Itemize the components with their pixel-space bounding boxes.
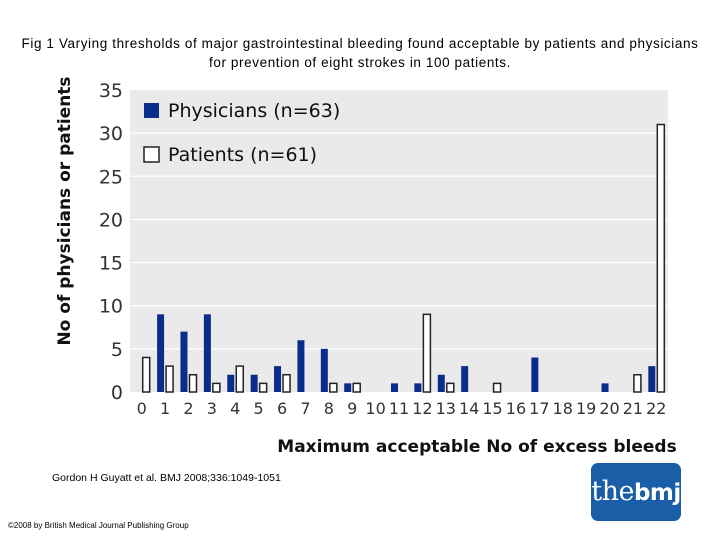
bar-patients [282, 373, 291, 393]
bar-patients [188, 373, 198, 393]
x-tick-label: 18 [553, 399, 573, 418]
legend-label-physicians: Physicians (n=63) [168, 100, 340, 122]
bar-patients [141, 356, 151, 393]
legend-swatch-patients [143, 146, 160, 163]
bar-physicians [157, 314, 165, 392]
x-tick-label: 22 [646, 399, 666, 418]
y-tick-label: 15 [99, 253, 123, 275]
bar-patients [212, 382, 221, 393]
citation-text: Gordon H Guyatt et al. BMJ 2008;336:1049… [52, 472, 281, 484]
x-tick-label: 4 [230, 399, 240, 418]
bar-patients [422, 313, 432, 393]
bar-patients [633, 373, 642, 393]
y-tick-label: 5 [111, 339, 123, 361]
x-tick-label: 1 [160, 399, 170, 418]
y-tick-label: 0 [111, 382, 123, 404]
x-tick-label: 8 [324, 399, 334, 418]
x-tick-label: 21 [623, 399, 643, 418]
bar-patients [165, 365, 174, 393]
x-tick-label: 2 [183, 399, 193, 418]
bar-physicians [601, 383, 609, 392]
x-axis-label: Maximum acceptable No of excess bleeds [277, 437, 676, 457]
bars [141, 123, 666, 393]
bmj-logo: thebmj [591, 463, 681, 521]
x-tick-label: 17 [529, 399, 549, 418]
x-tick-label: 12 [412, 399, 432, 418]
bar-physicians [250, 374, 258, 392]
bar-patients [492, 382, 502, 393]
bar-patients [235, 365, 245, 393]
bar-physicians [391, 383, 398, 392]
x-axis-ticks: 0 1 2 3 4 5 6 7 8 9 10 11 12 13 14 15 16 17 18 19 20 21 22 [137, 399, 667, 418]
bar-physicians [203, 314, 211, 392]
y-axis-label: No of physicians or patients [55, 76, 75, 345]
y-tick-label: 30 [99, 123, 123, 145]
bar-patients [446, 382, 455, 393]
bar-physicians [274, 366, 282, 392]
x-tick-label: 5 [254, 399, 264, 418]
bar-patients [329, 382, 338, 393]
x-tick-label: 0 [137, 399, 147, 418]
legend-label-patients: Patients (n=61) [168, 144, 317, 166]
x-tick-label: 7 [300, 399, 310, 418]
bar-physicians [461, 366, 469, 392]
gridlines [130, 132, 668, 350]
figure-title: Fig 1 Varying thresholds of major gastro… [21, 36, 699, 70]
x-tick-label: 6 [277, 399, 287, 418]
bar-physicians [297, 340, 305, 392]
y-axis-ticks: 0 5 10 15 20 25 30 35 [99, 80, 123, 404]
logo-suffix: bmj [633, 480, 681, 506]
logo-prefix: the [591, 476, 634, 507]
x-tick-label: 10 [365, 399, 385, 418]
x-tick-label: 13 [436, 399, 456, 418]
bar-physicians [414, 383, 422, 392]
bar-physicians [344, 383, 352, 392]
plot-area [130, 90, 668, 392]
bar-physicians [180, 331, 188, 392]
bar-physicians [648, 366, 656, 392]
bar-physicians [531, 357, 539, 392]
y-tick-label: 25 [99, 166, 123, 188]
x-tick-label: 3 [207, 399, 217, 418]
x-tick-label: 19 [576, 399, 596, 418]
y-tick-label: 10 [99, 296, 123, 318]
x-tick-label: 9 [347, 399, 357, 418]
bar-physicians [320, 348, 328, 392]
y-tick-label: 20 [99, 209, 123, 231]
y-tick-label: 35 [99, 80, 123, 102]
legend: Physicians (n=63) Patients (n=61) [143, 100, 340, 166]
bar-physicians [437, 374, 445, 392]
x-tick-label: 16 [506, 399, 526, 418]
bar-patients [656, 123, 666, 393]
bar-patients [258, 382, 268, 393]
legend-swatch-physicians [144, 103, 159, 118]
bar-physicians [227, 374, 235, 392]
x-tick-label: 20 [599, 399, 619, 418]
x-tick-label: 11 [389, 399, 409, 418]
copyright-text: ©2008 by British Medical Journal Publish… [8, 521, 189, 530]
x-tick-label: 14 [459, 399, 479, 418]
bar-patients [352, 382, 361, 393]
x-tick-label: 15 [482, 399, 502, 418]
